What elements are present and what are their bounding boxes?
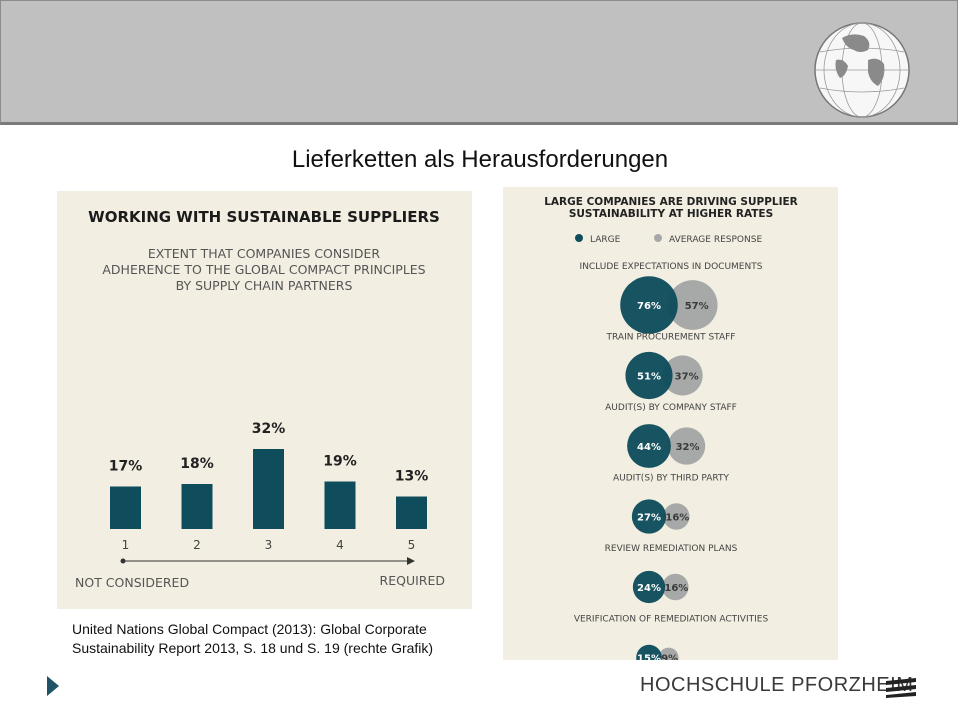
source-citation: United Nations Global Compact (2013): Gl… xyxy=(72,620,502,658)
chart-title-line-1: LARGE COMPANIES ARE DRIVING SUPPLIER xyxy=(544,196,798,208)
axis-arrow-head xyxy=(407,557,415,565)
globe-icon xyxy=(814,22,910,118)
bubble-chart: LARGE COMPANIES ARE DRIVING SUPPLIER SUS… xyxy=(544,196,798,671)
chart-title: WORKING WITH SUSTAINABLE SUPPLIERS xyxy=(88,208,440,226)
average-bubble xyxy=(662,355,703,396)
large-bubble xyxy=(631,499,667,534)
header-band xyxy=(0,0,958,125)
bar-chart-panel: WORKING WITH SUSTAINABLE SUPPLIERS EXTEN… xyxy=(57,191,472,609)
large-value-label: 24% xyxy=(637,583,661,594)
large-value-label: 51% xyxy=(637,372,661,383)
row-label: AUDIT(S) BY COMPANY STAFF xyxy=(605,403,737,413)
legend-average-swatch xyxy=(654,234,662,242)
average-value-label: 9% xyxy=(661,654,678,661)
bar-value-label: 18% xyxy=(180,456,214,472)
category-tick-label: 5 xyxy=(408,538,416,552)
average-bubble xyxy=(663,503,690,530)
average-bubble xyxy=(667,427,706,465)
row-label: VERIFICATION OF REMEDIATION ACTIVITIES xyxy=(574,615,769,625)
bars-group: 17% 1 18% 2 32% 3 19% 4 13% 5 xyxy=(109,421,429,552)
bar-5 xyxy=(396,496,427,529)
chart-subtitle-line-1: EXTENT THAT COMPANIES CONSIDER xyxy=(148,246,381,261)
average-value-label: 37% xyxy=(675,372,699,383)
bar-2 xyxy=(181,484,213,529)
large-value-label: 76% xyxy=(637,301,661,312)
average-value-label: 32% xyxy=(676,442,700,453)
slide-title: Lieferketten als Herausforderungen xyxy=(291,146,669,173)
source-line-2: Sustainability Report 2013, S. 18 und S.… xyxy=(72,640,434,656)
row-label: INCLUDE EXPECTATIONS IN DOCUMENTS xyxy=(580,262,763,272)
bar-4 xyxy=(324,481,356,529)
chart-subtitle-line-3: BY SUPPLY CHAIN PARTNERS xyxy=(176,278,353,293)
large-value-label: 15% xyxy=(637,654,661,661)
large-bubble xyxy=(632,570,666,604)
bar-3 xyxy=(253,449,284,529)
average-value-label: 16% xyxy=(664,583,688,594)
category-tick-label: 1 xyxy=(122,538,130,552)
category-tick-label: 3 xyxy=(265,538,273,552)
row-label: REVIEW REMEDIATION PLANS xyxy=(605,544,738,554)
large-value-label: 27% xyxy=(637,513,661,524)
average-bubble xyxy=(667,280,718,330)
legend-average-label: AVERAGE RESPONSE xyxy=(669,235,762,245)
large-bubble xyxy=(625,351,673,400)
legend-large-swatch xyxy=(575,234,583,242)
legend-large-label: LARGE xyxy=(590,235,621,245)
footer-brand: HOCHSCHULE PFORZHEIM xyxy=(640,674,914,696)
average-value-label: 16% xyxy=(665,513,689,524)
bar-1 xyxy=(110,486,141,529)
axis-left-label: NOT CONSIDERED xyxy=(75,575,189,590)
category-tick-label: 4 xyxy=(336,538,344,552)
bubbles-group: INCLUDE EXPECTATIONS IN DOCUMENTS 76% 57% T… xyxy=(574,262,769,671)
source-line-1: United Nations Global Compact (2013): Gl… xyxy=(72,621,427,637)
bar-chart: WORKING WITH SUSTAINABLE SUPPLIERS EXTEN… xyxy=(75,208,445,590)
row-label: AUDIT(S) BY THIRD PARTY xyxy=(613,474,730,484)
large-bubble xyxy=(627,424,671,468)
chart-subtitle-line-2: ADHERENCE TO THE GLOBAL COMPACT PRINCIPL… xyxy=(102,262,425,277)
bubble-chart-panel: LARGE COMPANIES ARE DRIVING SUPPLIER SUS… xyxy=(503,187,838,671)
average-bubble xyxy=(662,573,689,601)
axis-start-dot xyxy=(120,558,126,564)
large-bubble xyxy=(620,276,678,334)
row-label: TRAIN PROCUREMENT STAFF xyxy=(606,333,736,343)
average-value-label: 57% xyxy=(685,301,709,312)
brand-wave-icon xyxy=(886,678,916,698)
axis-right-label: REQUIRED xyxy=(380,573,445,588)
bar-value-label: 32% xyxy=(252,421,286,437)
chart-title-line-2: SUSTAINABILITY AT HIGHER RATES xyxy=(569,208,773,220)
next-slide-arrow-icon[interactable] xyxy=(47,676,59,696)
category-tick-label: 2 xyxy=(193,538,201,552)
bar-value-label: 19% xyxy=(323,454,357,470)
bar-value-label: 17% xyxy=(109,459,143,475)
large-value-label: 44% xyxy=(637,442,661,453)
bar-value-label: 13% xyxy=(395,469,429,485)
